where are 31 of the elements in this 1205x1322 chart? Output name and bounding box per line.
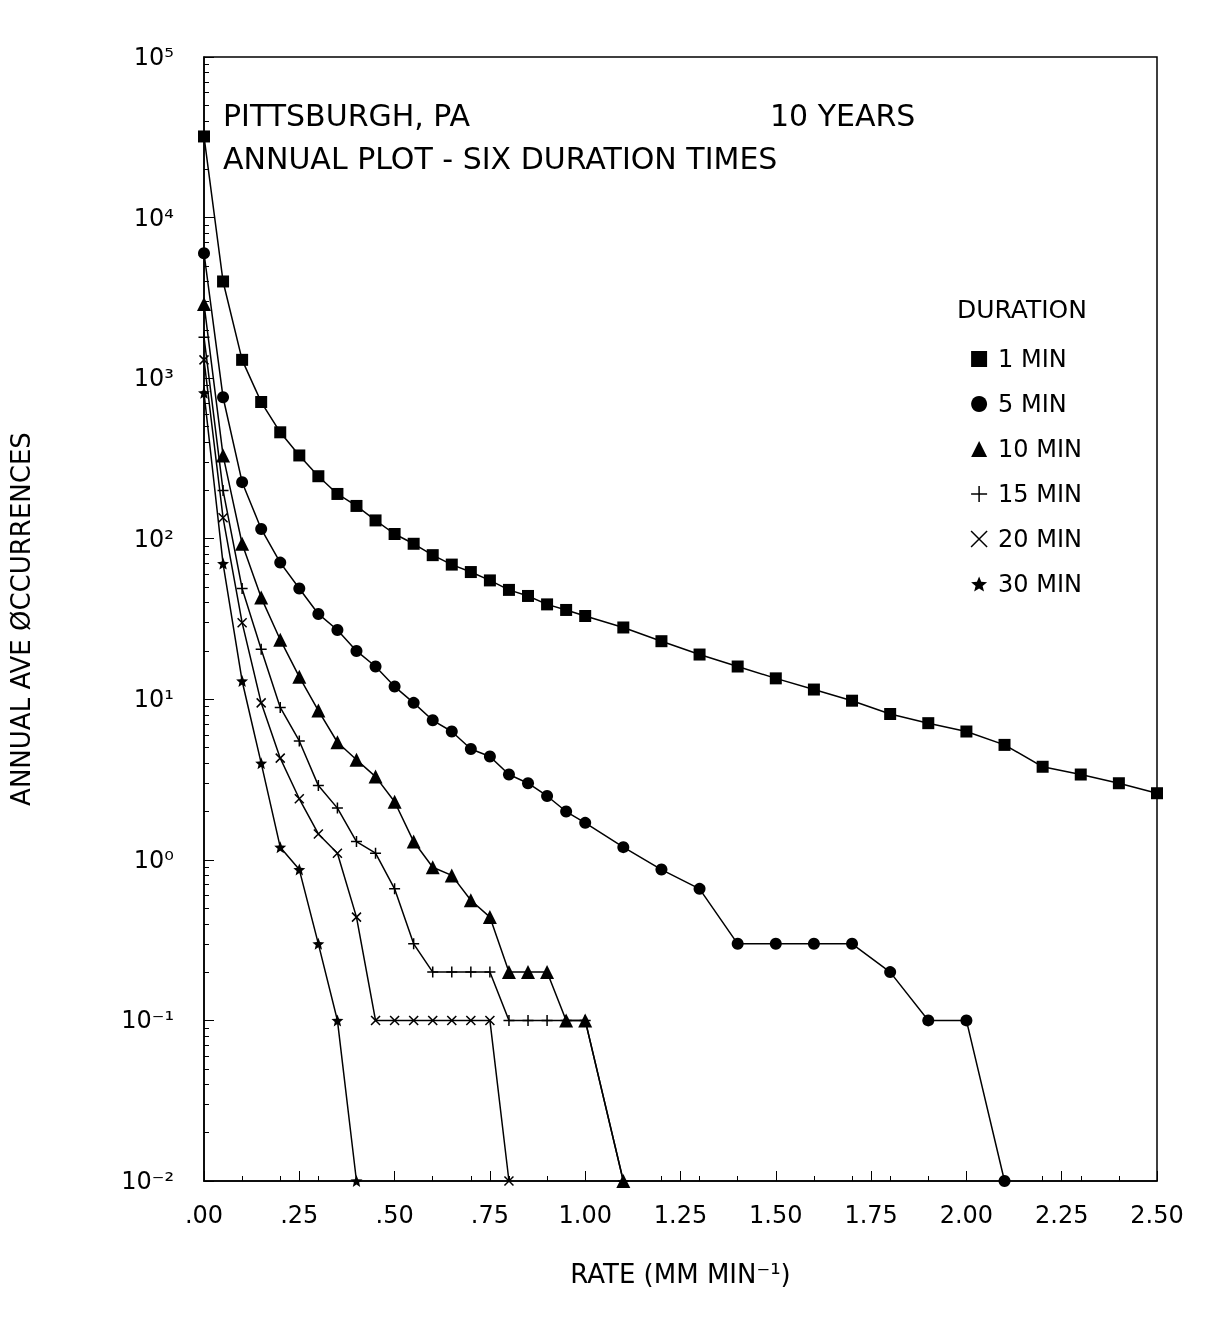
- x-tick-label: .25: [280, 1201, 319, 1229]
- y-tick-label: 10¹: [133, 685, 174, 714]
- y-axis-title: ANNUAL AVE ØCCURRENCES: [6, 432, 36, 806]
- text: ANNUAL PLOT - SIX DURATION TIMES: [223, 140, 778, 176]
- legend-label: 10 MIN: [998, 435, 1082, 463]
- y-tick-label: 10⁵: [133, 43, 174, 71]
- x-tick-label: 1.50: [749, 1201, 803, 1229]
- legend-label: 30 MIN: [998, 570, 1082, 598]
- y-tick-label: 10²: [133, 524, 174, 553]
- y-tick-label: 10⁻¹: [121, 1006, 174, 1035]
- y-tick-label: 10⁻²: [121, 1167, 174, 1195]
- legend-label: 1 MIN: [998, 345, 1067, 373]
- legend-label: 15 MIN: [998, 480, 1082, 508]
- y-tick-label: 10⁰: [133, 845, 174, 874]
- x-tick-label: 1.00: [558, 1201, 612, 1229]
- x-tick-label: 2.25: [1034, 1201, 1089, 1229]
- text: PITTSBURGH, PA: [223, 97, 471, 133]
- x-tick-label: .50: [375, 1201, 414, 1229]
- x-tick-label: .75: [470, 1201, 509, 1229]
- legend-label: 5 MIN: [998, 390, 1067, 418]
- x-tick-label: 1.25: [653, 1201, 708, 1229]
- legend-title: DURATION: [956, 295, 1087, 324]
- annotation: 10 YEARS: [770, 97, 916, 133]
- x-tick-label: 2.00: [939, 1201, 994, 1229]
- x-tick-label: 2.50: [1130, 1201, 1184, 1229]
- x-tick-label: .00: [184, 1201, 224, 1229]
- y-tick-label: 10⁴: [133, 203, 174, 232]
- legend-label: 20 MIN: [998, 525, 1082, 553]
- x-axis-title: RATE (MM MIN⁻¹): [570, 1259, 791, 1289]
- y-tick-label: 10³: [133, 364, 174, 393]
- x-tick-label: 1.75: [844, 1201, 898, 1229]
